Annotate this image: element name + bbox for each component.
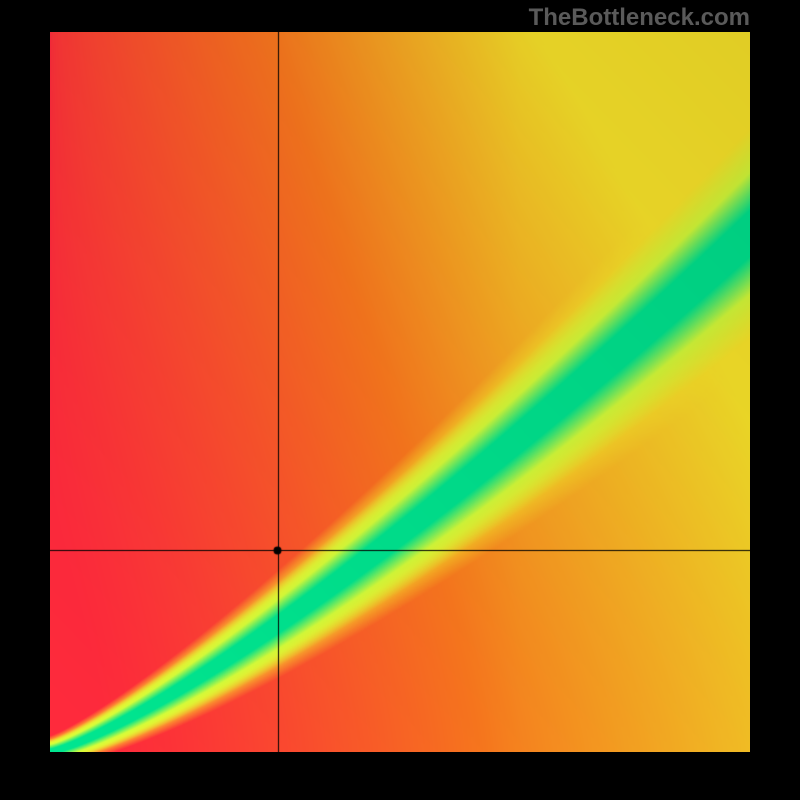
crosshair-overlay bbox=[50, 32, 750, 752]
watermark-text: TheBottleneck.com bbox=[529, 4, 750, 32]
chart-stage: TheBottleneck.com bbox=[0, 0, 800, 800]
